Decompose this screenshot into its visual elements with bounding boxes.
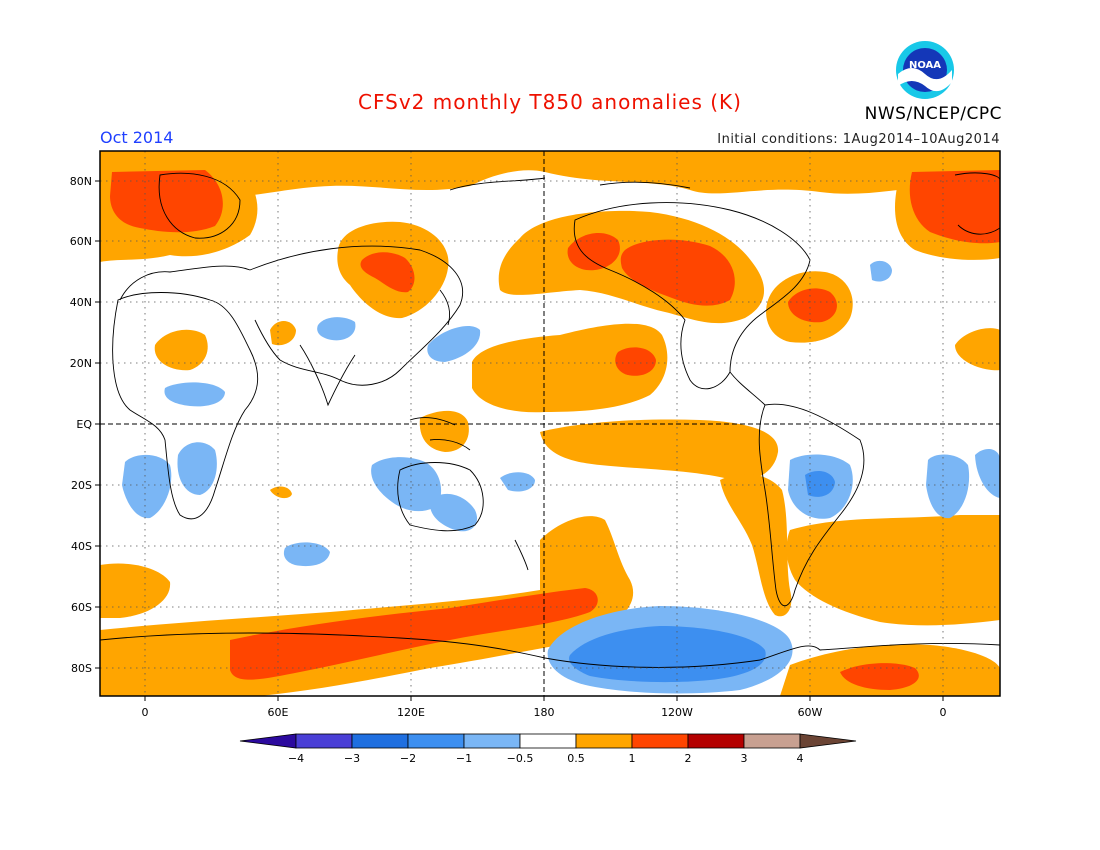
lon-label: 120W <box>661 706 693 719</box>
noaa-logo: NOAA <box>896 41 954 99</box>
colorbar-segment <box>575 733 633 749</box>
cool-anomaly-africa-southwest-east <box>926 454 970 519</box>
warm-anomaly-south-indian-ocean <box>270 486 292 499</box>
colorbar-segment <box>687 733 745 749</box>
warm-anomaly-south-atlantic <box>786 515 1000 626</box>
agency-label: NWS/NCEP/CPC <box>864 104 1002 124</box>
lat-label: 60S <box>71 601 92 614</box>
initial-conditions-label: Initial conditions: 1Aug2014–10Aug2014 <box>717 132 1000 147</box>
warm-anomaly-subtropical-pacific <box>472 323 668 413</box>
colorbar-label: 4 <box>797 752 804 765</box>
colorbar-segment <box>407 733 465 749</box>
lon-label: 60E <box>268 706 289 719</box>
lon-label: 60W <box>798 706 823 719</box>
strong-warm-anomaly-western-atlantic <box>788 288 837 323</box>
warm-anomaly-arabia <box>270 321 296 346</box>
cool-anomaly-australia <box>371 457 442 512</box>
colorbar-segment <box>351 733 409 749</box>
coastlines <box>100 172 1000 668</box>
colorbar-segment <box>799 733 857 749</box>
lon-label: 120E <box>397 706 425 719</box>
strong-warm-anomaly-alaska <box>567 233 620 271</box>
cool-anomaly-pacific-islands <box>500 472 535 492</box>
graticule <box>100 151 1000 696</box>
colorbar-label: −3 <box>344 752 360 765</box>
colorbar-label: −1 <box>456 752 472 765</box>
cool-anomaly-india <box>317 317 356 341</box>
colorbar-segment <box>631 733 689 749</box>
lat-label: 80S <box>71 662 92 675</box>
colorbar-segment <box>463 733 521 749</box>
warm-anomaly-arctic <box>100 151 1000 207</box>
strong-warm-anomaly-canada <box>620 239 735 306</box>
strong-warm-anomaly-weddell-sea <box>840 663 919 690</box>
warm-anomaly-south-atlantic-west <box>100 563 171 618</box>
warm-anomaly-south-america <box>720 474 792 617</box>
colorbar-segment <box>239 733 297 749</box>
strong-warm-anomaly-subtropical-pacific <box>615 347 656 376</box>
colorbar-label: 2 <box>685 752 692 765</box>
lon-label: 180 <box>534 706 555 719</box>
colorbar-label: 0.5 <box>567 752 585 765</box>
colorbar-label: 3 <box>741 752 748 765</box>
colorbar-segment <box>295 733 353 749</box>
lat-label: 80N <box>70 175 92 188</box>
lat-label: 60N <box>70 235 92 248</box>
forecast-month-label: Oct 2014 <box>100 128 174 147</box>
colorbar-segment <box>519 733 577 749</box>
strong-warm-anomaly-greenland-east <box>909 170 1000 244</box>
lat-label: 20N <box>70 357 92 370</box>
colorbar-label: 1 <box>629 752 636 765</box>
lat-label: 40S <box>71 540 92 553</box>
map-title: CFSv2 monthly T850 anomalies (K) <box>358 90 742 114</box>
lon-label: 0 <box>142 706 149 719</box>
cool-anomaly-australia-east <box>429 493 478 532</box>
warm-anomaly-maritime-continent <box>419 410 469 452</box>
colorbar-label: −0.5 <box>507 752 534 765</box>
strong-warm-anomaly-greenland-west <box>110 170 223 233</box>
strong-cool-anomaly-south-america-east <box>805 470 835 497</box>
colorbar-segment <box>743 733 801 749</box>
cool-anomaly-sahel <box>164 382 225 407</box>
strong-warm-anomaly-southern-ocean <box>230 588 598 680</box>
reference-lines <box>100 151 1000 696</box>
cool-anomaly-africa-southeast-east <box>975 448 1000 498</box>
cool-anomaly-north-atlantic <box>870 260 892 282</box>
warm-anomaly-sahara-east <box>955 328 1000 371</box>
lat-label: EQ <box>76 418 92 431</box>
axis-ticks <box>95 180 944 701</box>
warm-anomaly-tropical-pacific <box>540 419 779 482</box>
lon-label: 0 <box>940 706 947 719</box>
colorbar-label: −4 <box>288 752 304 765</box>
lat-label: 20S <box>71 479 92 492</box>
cool-anomaly-south-indian-ocean <box>283 542 330 567</box>
cool-anomaly-africa-southeast <box>177 442 217 495</box>
latitude-labels: 80N 60N 40N 20N EQ 20S 40S 60S 80S <box>70 175 93 675</box>
cool-anomaly-western-pacific <box>427 325 481 362</box>
warm-anomaly-sahara <box>154 329 208 371</box>
noaa-logo-text: NOAA <box>909 60 941 71</box>
strong-cool-anomaly-antarctic-pacific <box>569 626 766 683</box>
lat-label: 40N <box>70 296 92 309</box>
colorbar-label: −2 <box>400 752 416 765</box>
cool-anomaly-africa-southwest <box>122 454 172 519</box>
longitude-labels: 0 60E 120E 180 120W 60W 0 <box>142 706 947 719</box>
strong-warm-anomaly-central-asia <box>360 252 415 293</box>
